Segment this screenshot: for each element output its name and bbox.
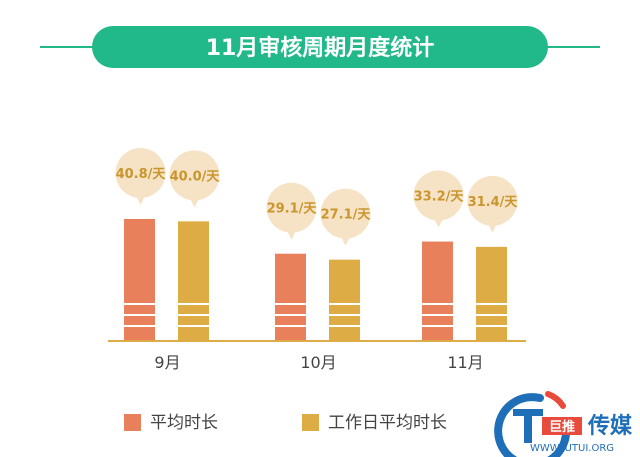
logo-brand-text: 巨推 [549,419,575,435]
legend-label-series-1: 工作日平均时长 [328,413,447,433]
bar-stripe-0-0-0 [124,303,155,305]
bar-stripe-1-1-0 [329,303,360,305]
logo-url-text: WWW.JUTUI.ORG [530,443,614,454]
bar-stripe-0-2-0 [422,303,453,305]
title-band: 11月审核周期月度统计 [40,26,600,68]
bar-1-0 [178,221,209,340]
bubbles-layer: 40.8/天 40.0/天 29.1/天 27.1/天 33.2/天 31.4/天 [116,148,519,246]
legend-label-series-0: 平均时长 [150,413,218,433]
bar-stripe-1-1-2 [329,325,360,327]
chart-title: 11月审核周期月度统计 [206,35,435,61]
logo-name-text: 传媒 [587,413,633,439]
data-label-0-2: 33.2/天 [414,190,465,205]
legend-swatch-series-1 [302,414,319,431]
legend: 平均时长 工作日平均时长 [124,413,447,433]
watermark-logo: 巨推 传媒 WWW.JUTUI.ORG [498,394,633,457]
data-label-1-2: 31.4/天 [468,195,519,210]
bar-stripe-0-2-2 [422,325,453,327]
bar-stripe-1-0-1 [178,314,209,316]
bar-stripe-1-2-2 [476,325,507,327]
bar-stripe-0-1-0 [275,303,306,305]
x-tick-labels: 9月 10月 11月 [154,353,483,372]
bar-stripe-0-2-1 [422,314,453,316]
bar-stripe-1-1-1 [329,314,360,316]
x-tick-label-2: 11月 [447,353,483,372]
logo-arc-accent-icon [548,394,563,406]
bar-stripe-1-0-2 [178,325,209,327]
bar-stripe-0-0-2 [124,325,155,327]
bar-0-0 [124,219,155,340]
x-tick-label-0: 9月 [154,353,180,372]
data-label-0-0: 40.8/天 [116,167,167,182]
data-label-0-1: 29.1/天 [267,202,318,217]
bar-stripe-0-1-1 [275,314,306,316]
logo-t-stem-icon [524,409,532,443]
legend-item-1: 工作日平均时长 [302,413,447,433]
bar-1-1 [329,260,360,340]
x-tick-label-1: 10月 [300,353,336,372]
legend-item-0: 平均时长 [124,413,218,433]
bar-stripe-1-0-0 [178,303,209,305]
bars-layer [124,219,507,340]
data-label-1-0: 40.0/天 [170,169,221,184]
bar-stripe-1-2-1 [476,314,507,316]
bar-stripe-0-0-1 [124,314,155,316]
bar-0-1 [275,254,306,340]
bar-stripe-1-2-0 [476,303,507,305]
data-label-1-1: 27.1/天 [321,208,372,223]
bar-stripe-0-1-2 [275,325,306,327]
legend-swatch-series-0 [124,414,141,431]
